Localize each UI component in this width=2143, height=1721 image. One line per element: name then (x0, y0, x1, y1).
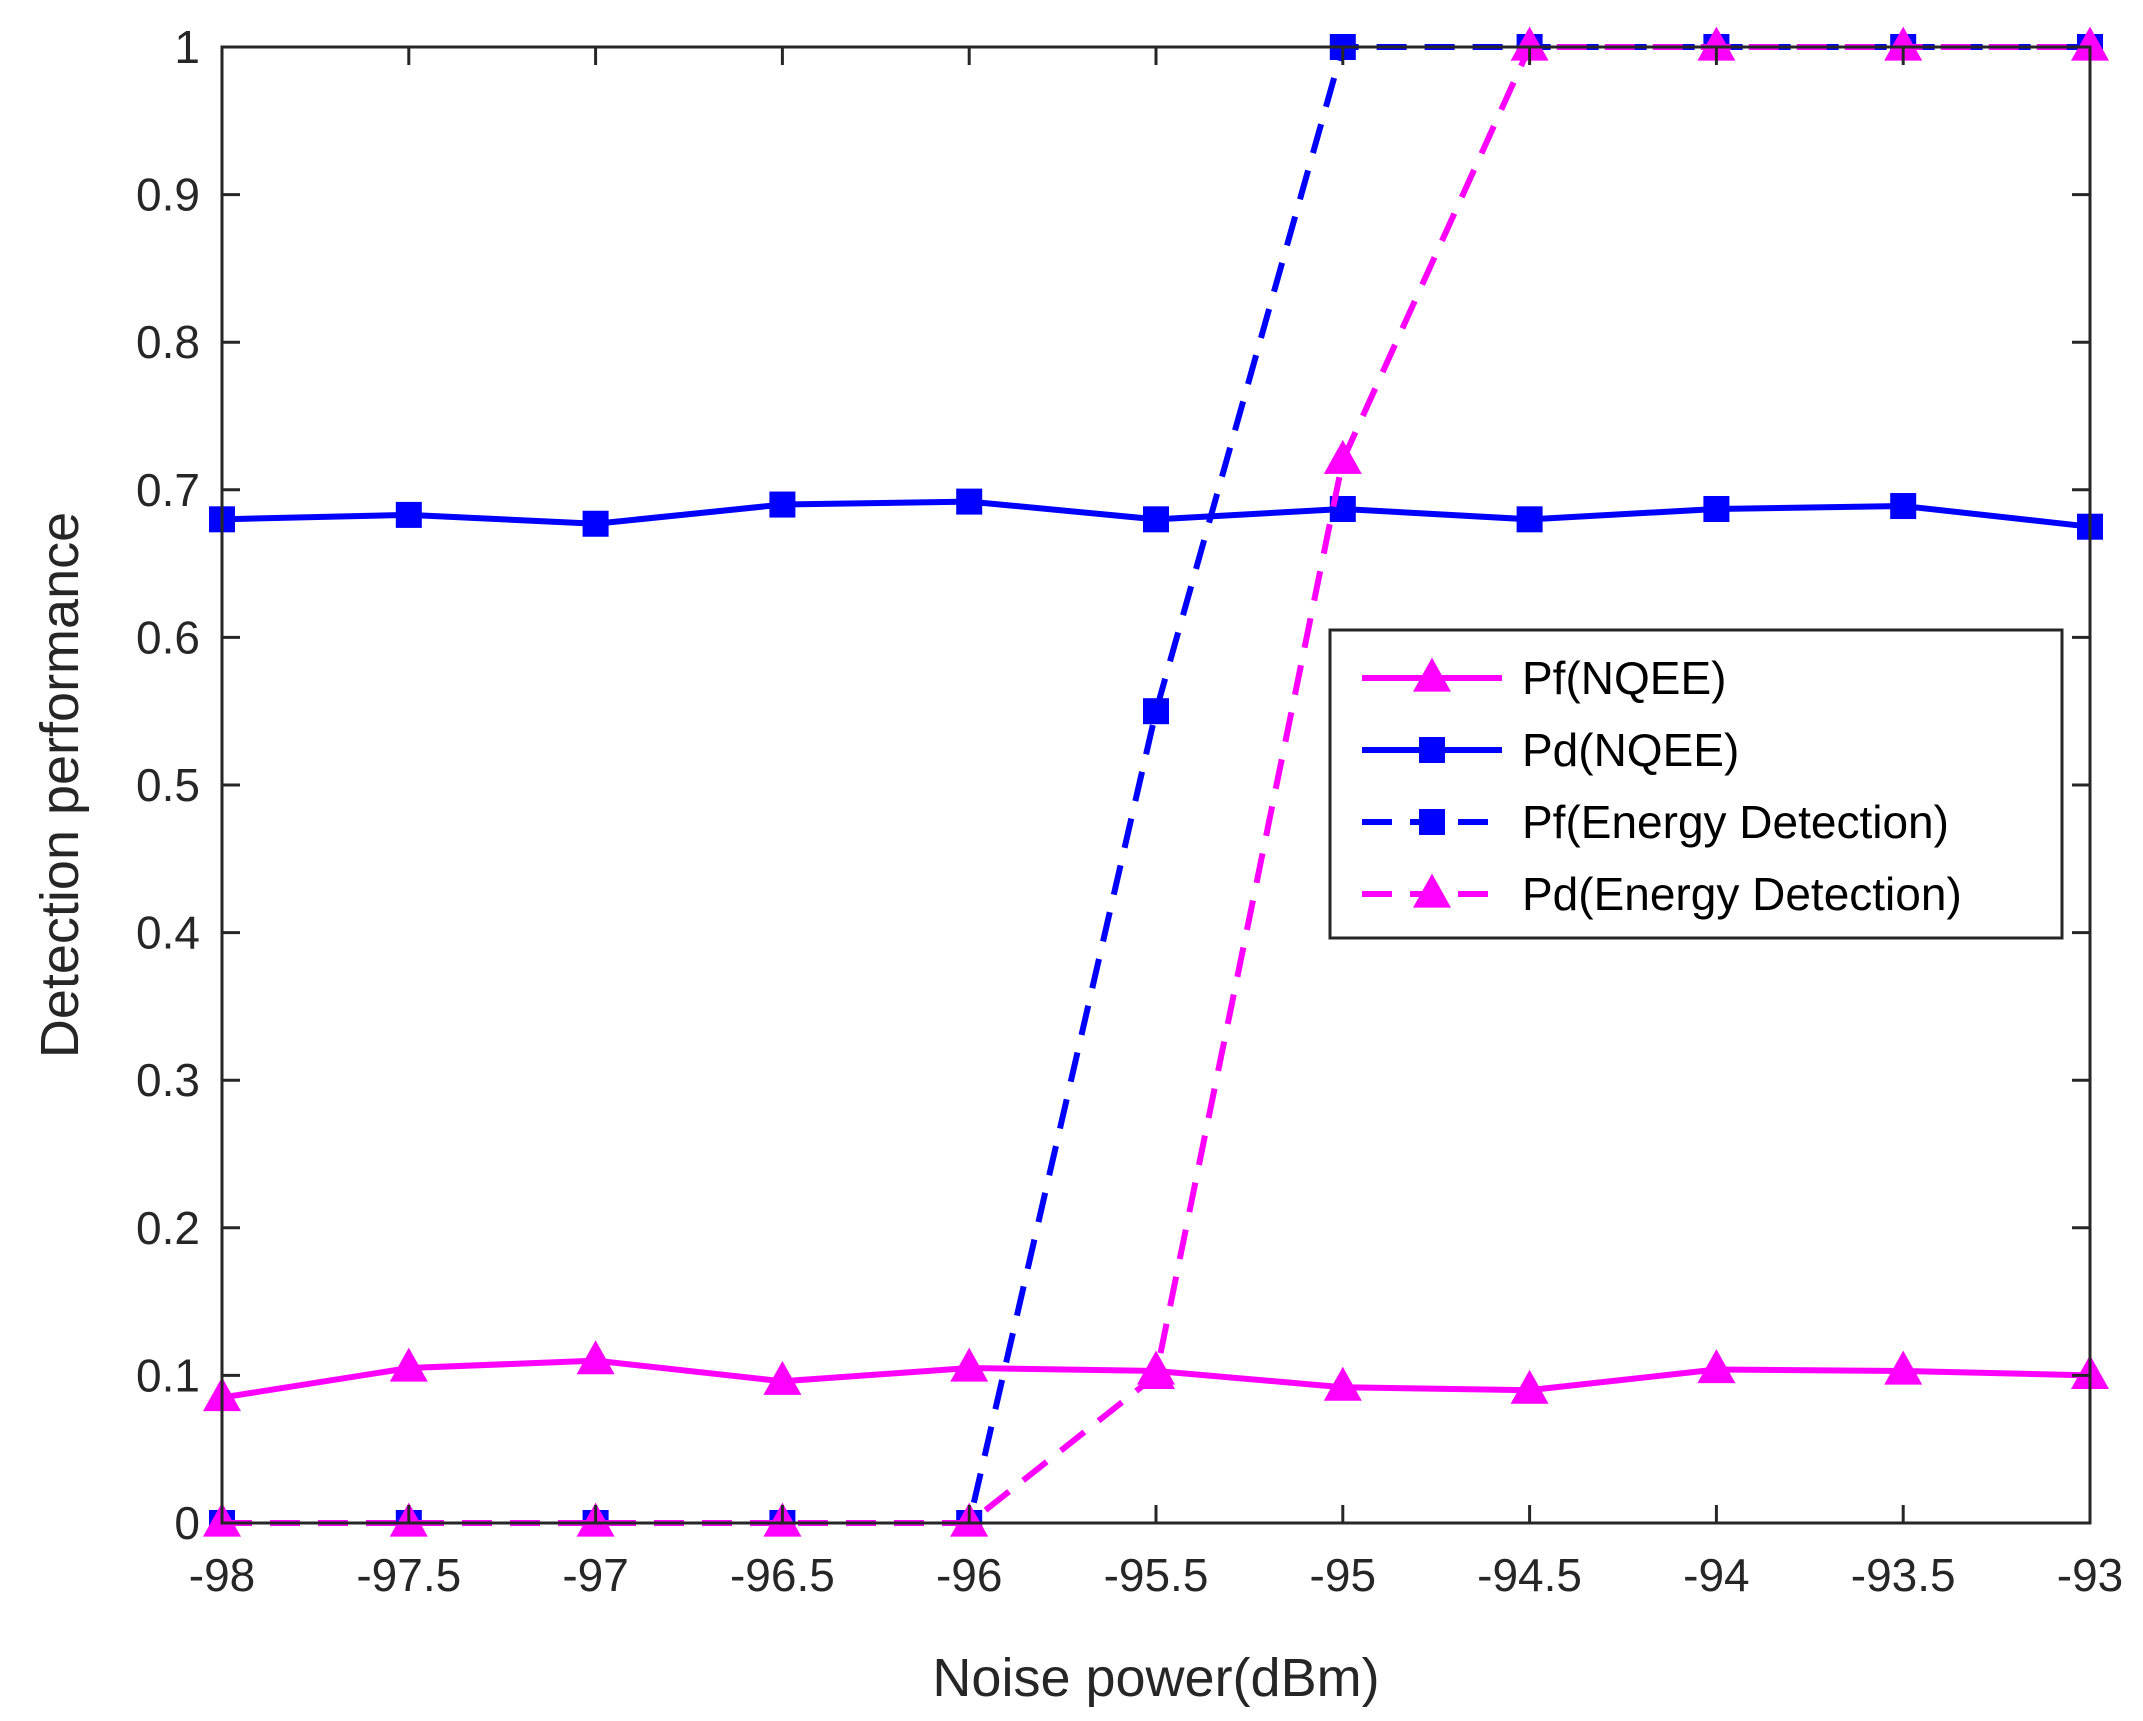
y-tick-label: 1 (174, 21, 200, 73)
legend-label: Pf(NQEE) (1522, 652, 1726, 704)
y-tick-label: 0.6 (136, 611, 200, 663)
data-point (1697, 26, 1736, 61)
data-point (1890, 493, 1917, 520)
x-tick-label: -98 (189, 1549, 255, 1601)
x-tick-label: -95 (1310, 1549, 1376, 1601)
data-point (1143, 698, 1169, 725)
x-tick-label: -95.5 (1104, 1549, 1209, 1601)
data-point (950, 1347, 989, 1382)
legend-box (1328, 628, 2064, 940)
y-tick-label: 0.7 (136, 464, 200, 516)
data-point (395, 501, 422, 528)
legend-marker (1413, 873, 1451, 908)
data-point (1510, 1369, 1549, 1404)
data-point (1323, 1366, 1362, 1401)
y-tick-label: 0.8 (136, 316, 200, 368)
x-tick-label: -93 (2057, 1549, 2123, 1601)
x-tick-label: -96 (936, 1549, 1002, 1601)
legend-entries: Pf(NQEE) Pd(NQEE) Pf(Energy Detection) Pd(E… (1362, 652, 1962, 920)
y-tick-label: 0.4 (136, 907, 200, 959)
legend-entry: Pf(Energy Detection) (1362, 796, 1949, 848)
x-tick-label: -96.5 (730, 1549, 835, 1601)
legend-marker (1413, 657, 1451, 692)
data-point (576, 1340, 615, 1375)
y-tick-label: 0.9 (136, 169, 200, 221)
data-point (582, 510, 609, 537)
legend-entry: Pd(NQEE) (1362, 724, 1739, 776)
x-axis-label: Noise power(dBm) (932, 1648, 1379, 1708)
data-point (1323, 439, 1362, 474)
legend-entry: Pd(Energy Detection) (1362, 868, 1962, 920)
y-tick-label: 0.3 (136, 1054, 200, 1106)
data-point (1516, 506, 1543, 533)
x-tick-label: -94.5 (1477, 1549, 1582, 1601)
data-point (1884, 26, 1923, 61)
data-point (1884, 1350, 1923, 1385)
legend-marker (1419, 737, 1445, 763)
legend-label: Pd(Energy Detection) (1522, 868, 1962, 920)
data-point (1137, 1355, 1175, 1389)
y-axis-label: Detection performance (30, 512, 90, 1058)
y-tick-label: 0.5 (136, 759, 200, 811)
data-point (1510, 26, 1549, 61)
x-tick-label: -93.5 (1851, 1549, 1956, 1601)
data-point (956, 488, 983, 515)
data-point (2071, 26, 2109, 61)
data-point (763, 1360, 802, 1395)
data-point (769, 491, 796, 518)
x-tick-label: -97.5 (356, 1549, 461, 1601)
y-tick-label: 0.1 (136, 1349, 200, 1401)
legend-marker (1419, 809, 1445, 835)
data-point (1697, 1349, 1736, 1384)
legend-label: Pf(Energy Detection) (1522, 796, 1949, 848)
ticks-layer: -98 -97.5 -97 -96.5 -96 -95.5 -95 -94.5 -94 -93.5… (136, 21, 2123, 1601)
y-tick-label: 0.2 (136, 1202, 200, 1254)
data-point (1143, 506, 1169, 533)
data-point (1703, 495, 1730, 522)
legend: Pf(NQEE) Pd(NQEE) Pf(Energy Detection) Pd(E… (1328, 628, 2064, 940)
y-tick-label: 0 (174, 1497, 200, 1549)
x-tick-label: -94 (1683, 1549, 1749, 1601)
data-point (389, 1347, 428, 1382)
x-tick-label: -97 (562, 1549, 628, 1601)
legend-label: Pd(NQEE) (1522, 724, 1739, 776)
legend-entry: Pf(NQEE) (1362, 652, 1726, 704)
